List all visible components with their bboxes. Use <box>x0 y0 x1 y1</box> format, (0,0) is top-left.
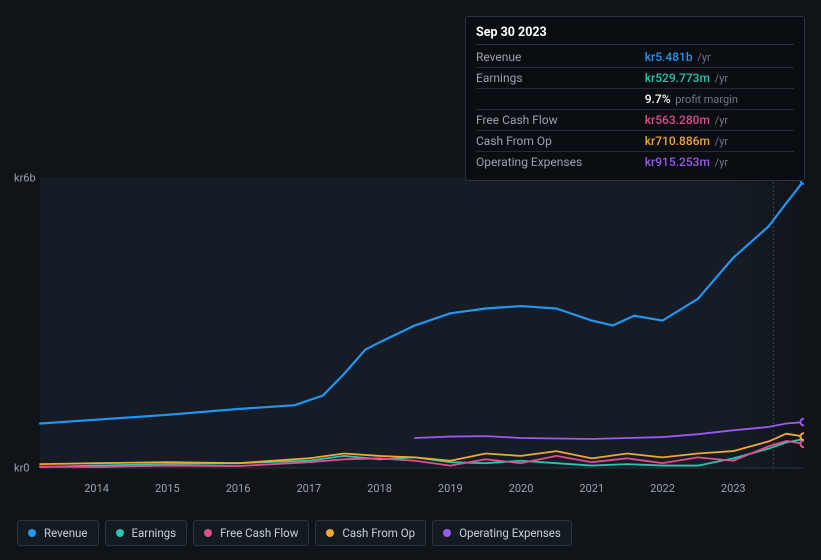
legend-item-label: Cash From Op <box>342 526 415 540</box>
legend-item-label: Earnings <box>132 526 177 540</box>
series-revenue <box>40 180 804 423</box>
legend-item-fcf[interactable]: Free Cash Flow <box>193 520 309 546</box>
tooltip-row-label: Free Cash Flow <box>476 110 645 131</box>
series-opex <box>415 422 804 439</box>
legend-item-cfo[interactable]: Cash From Op <box>315 520 426 546</box>
x-axis-label: 2023 <box>721 482 746 495</box>
chart-area[interactable]: kr6b kr0 <box>17 178 804 476</box>
chart-container: kr6b kr0 2014 2015 2016 2017 2018 2019 2020 202… <box>0 0 821 560</box>
legend-item-opex[interactable]: Operating Expenses <box>432 520 572 546</box>
legend: Revenue Earnings Free Cash Flow Cash From O… <box>17 520 572 546</box>
x-axis-label: 2016 <box>226 482 251 495</box>
tooltip-row-label: Cash From Op <box>476 131 645 152</box>
x-axis-label: 2021 <box>579 482 604 495</box>
tooltip-row-value: 9.7% profit margin <box>645 89 794 110</box>
legend-dot-icon <box>204 529 212 537</box>
tooltip-table: Revenuekr5.481b /yrEarningskr529.773m /y… <box>476 47 794 172</box>
tooltip-row-value: kr915.253m /yr <box>645 152 794 173</box>
legend-item-label: Operating Expenses <box>459 526 561 540</box>
legend-item-label: Free Cash Flow <box>220 526 298 540</box>
tooltip-date: Sep 30 2023 <box>476 23 794 45</box>
tooltip-row-label: Revenue <box>476 47 645 68</box>
legend-dot-icon <box>443 529 451 537</box>
x-axis-label: 2018 <box>367 482 392 495</box>
tooltip-row-label: Operating Expenses <box>476 152 645 173</box>
legend-dot-icon <box>326 529 334 537</box>
legend-dot-icon <box>28 529 36 537</box>
hover-tooltip: Sep 30 2023 Revenuekr5.481b /yrEarningsk… <box>465 16 805 181</box>
tooltip-row-label: Earnings <box>476 68 645 89</box>
tooltip-row-value: kr5.481b /yr <box>645 47 794 68</box>
legend-dot-icon <box>116 529 124 537</box>
tooltip-row-value: kr563.280m /yr <box>645 110 794 131</box>
tooltip-row-value: kr710.886m /yr <box>645 131 794 152</box>
x-axis-label: 2020 <box>509 482 534 495</box>
x-axis-label: 2022 <box>650 482 675 495</box>
tooltip-row-value: kr529.773m /yr <box>645 68 794 89</box>
chart-svg <box>17 178 804 476</box>
legend-item-label: Revenue <box>44 526 88 540</box>
x-axis-labels: 2014 2015 2016 2017 2018 2019 2020 2021 2022 2023 <box>17 482 804 498</box>
x-axis-label: 2019 <box>438 482 463 495</box>
x-axis-label: 2014 <box>84 482 109 495</box>
tooltip-row-label <box>476 89 645 110</box>
legend-item-revenue[interactable]: Revenue <box>17 520 99 546</box>
legend-item-earnings[interactable]: Earnings <box>105 520 188 546</box>
x-axis-label: 2017 <box>296 482 321 495</box>
x-axis-label: 2015 <box>155 482 180 495</box>
